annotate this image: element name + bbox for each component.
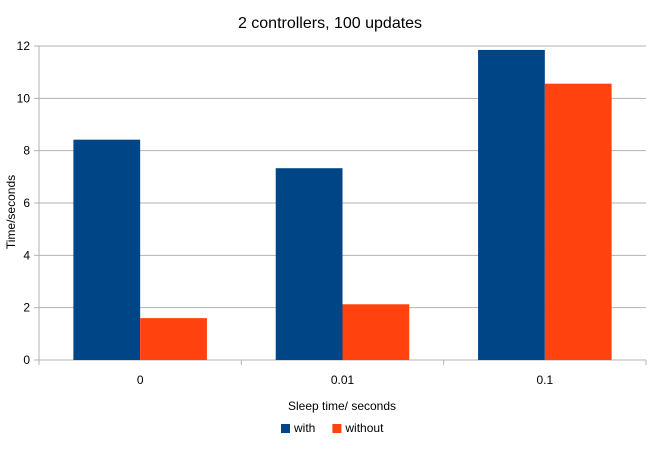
x-tick-label-0: 0 xyxy=(137,373,144,387)
bars xyxy=(73,49,612,361)
legend-label-with: with xyxy=(293,421,315,435)
y-axis-title: Time/seconds xyxy=(4,175,18,249)
y-tick-label-5: 10 xyxy=(17,91,31,105)
legend-label-without: without xyxy=(344,421,384,435)
x-tick-label-1: 0.01 xyxy=(331,373,355,387)
legend-swatch-without xyxy=(332,424,342,433)
x-tick-label-2: 0.1 xyxy=(536,373,553,387)
legend: with without xyxy=(281,421,384,435)
x-axis-title: Sleep time/ seconds xyxy=(288,399,396,413)
tick-labels: 0 2 4 6 8 10 12 0 0.01 0.1 xyxy=(17,39,554,387)
chart-title: 2 controllers, 100 updates xyxy=(238,15,422,32)
bar-without-0.1 xyxy=(544,83,612,361)
y-tick-label-3: 6 xyxy=(23,196,30,210)
y-tick-label-2: 4 xyxy=(23,248,30,262)
y-tick-label-0: 0 xyxy=(23,353,30,367)
bar-without-0.01 xyxy=(342,304,410,360)
y-tick-label-1: 2 xyxy=(23,301,30,315)
y-tick-label-6: 12 xyxy=(17,39,31,53)
bar-with-0.01 xyxy=(275,168,343,360)
y-tick-label-4: 8 xyxy=(23,144,30,158)
bar-without-0 xyxy=(140,318,207,360)
bar-with-0.1 xyxy=(478,49,545,361)
legend-swatch-with xyxy=(281,424,290,433)
bar-with-0 xyxy=(73,139,141,360)
